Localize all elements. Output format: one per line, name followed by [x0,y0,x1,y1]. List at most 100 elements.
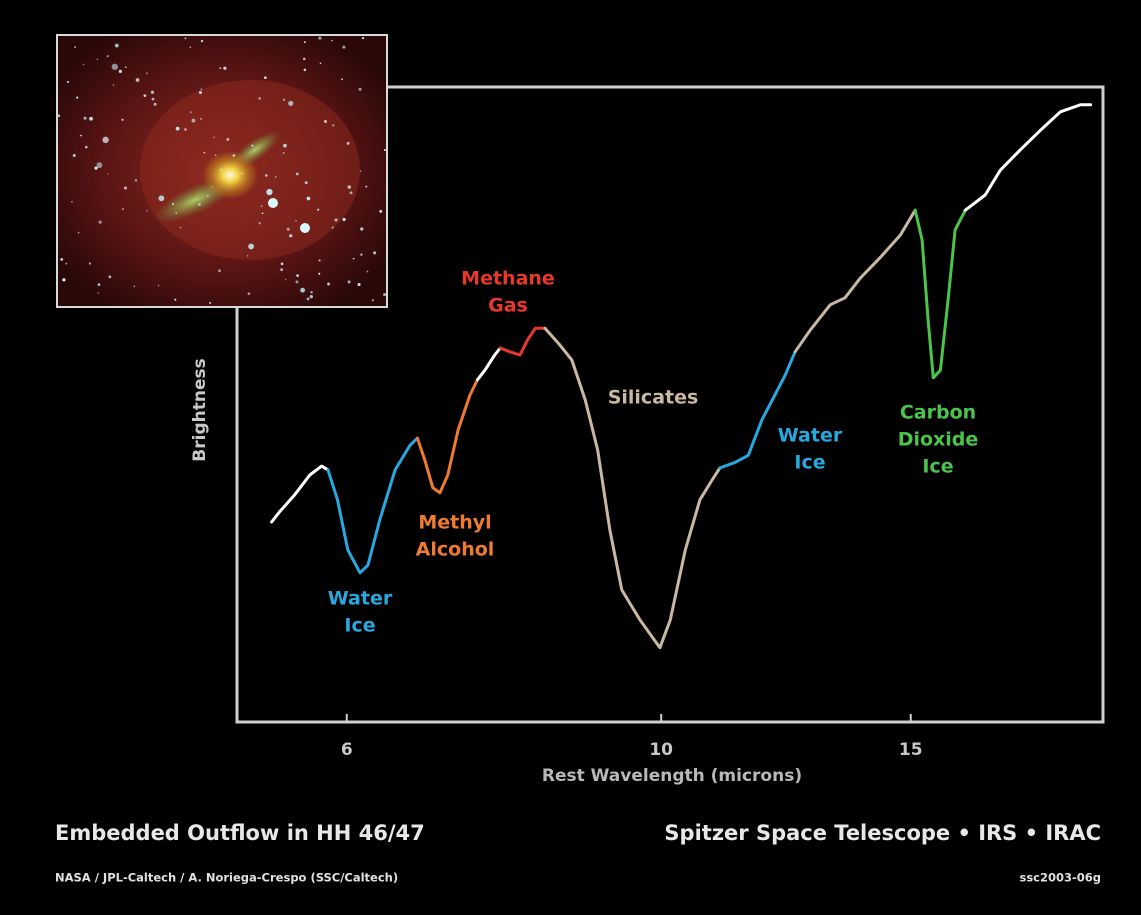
star [74,46,76,48]
star [358,87,362,91]
star [203,151,206,154]
star [65,262,68,265]
star [71,201,73,203]
star [359,170,362,172]
star [280,262,284,266]
star [145,72,148,75]
annotation: Silicates [608,387,699,409]
spectrum-line [543,326,722,650]
star [248,243,254,250]
star [77,231,80,234]
annotation: Alcohol [416,539,495,561]
star [107,173,109,175]
star [306,297,310,301]
star [332,124,335,127]
star [96,162,103,169]
spectrum-line [963,103,1093,212]
x-tick-label: 10 [649,740,673,760]
star [280,268,284,272]
star [318,272,321,275]
star [184,37,187,40]
star [121,118,124,121]
star [153,102,157,106]
star [303,57,306,61]
x-axis-label: Rest Wavelength (microns) [542,766,802,786]
star-field [57,35,387,304]
star [146,210,148,212]
star [171,202,175,206]
spectrum-line [793,208,917,354]
inset-photo [57,35,387,307]
protostar-glow [202,151,258,199]
star [261,212,264,215]
star [226,137,230,141]
x-tick-label: 15 [899,740,923,760]
star [303,41,306,44]
star [122,208,125,211]
star [198,91,202,95]
spectrum-line [270,464,330,524]
star [371,299,375,302]
star [214,154,217,156]
star [133,285,136,288]
star [258,97,261,100]
star [241,172,243,175]
star [334,218,338,222]
star [246,255,249,257]
star [295,280,299,284]
star [189,46,192,48]
star [296,274,299,277]
annotation: Gas [488,295,528,317]
star [379,209,383,213]
photo-frame [56,34,388,308]
spectrum-line [498,326,547,357]
star [219,168,223,171]
star [365,185,368,188]
star [285,278,287,280]
star [218,269,221,273]
star [184,128,187,131]
star [112,84,115,86]
star [76,96,79,99]
star [383,293,387,297]
star [125,66,127,68]
star [327,282,330,286]
star [232,154,236,157]
spectrum-line [326,436,419,575]
star [213,136,215,138]
star [295,220,297,222]
y-axis-label: Brightness [190,358,210,461]
star [94,166,98,170]
star [317,208,320,211]
star [304,181,308,185]
star [123,186,127,190]
star [361,36,365,40]
annotation: Ice [344,615,375,637]
star [260,205,263,208]
chart-title: Embedded Outflow in HH 46/47 [55,821,425,845]
x-tick-label: 6 [341,740,353,760]
annotation: Methane [461,268,555,290]
star [360,253,363,256]
star [331,39,333,42]
star [200,88,203,91]
star [346,141,350,145]
spectrum-line [913,208,967,380]
star [211,186,213,188]
star [158,195,165,202]
star [318,259,321,262]
star [247,292,251,296]
plot-frame [235,85,1105,724]
star [157,284,160,287]
star [66,80,70,84]
star [289,234,293,238]
star [174,298,177,301]
star [96,58,98,60]
star [300,287,306,293]
star [72,153,76,157]
star [347,280,351,284]
star [98,220,102,224]
star [62,278,66,282]
star [60,257,64,261]
star [97,283,101,286]
